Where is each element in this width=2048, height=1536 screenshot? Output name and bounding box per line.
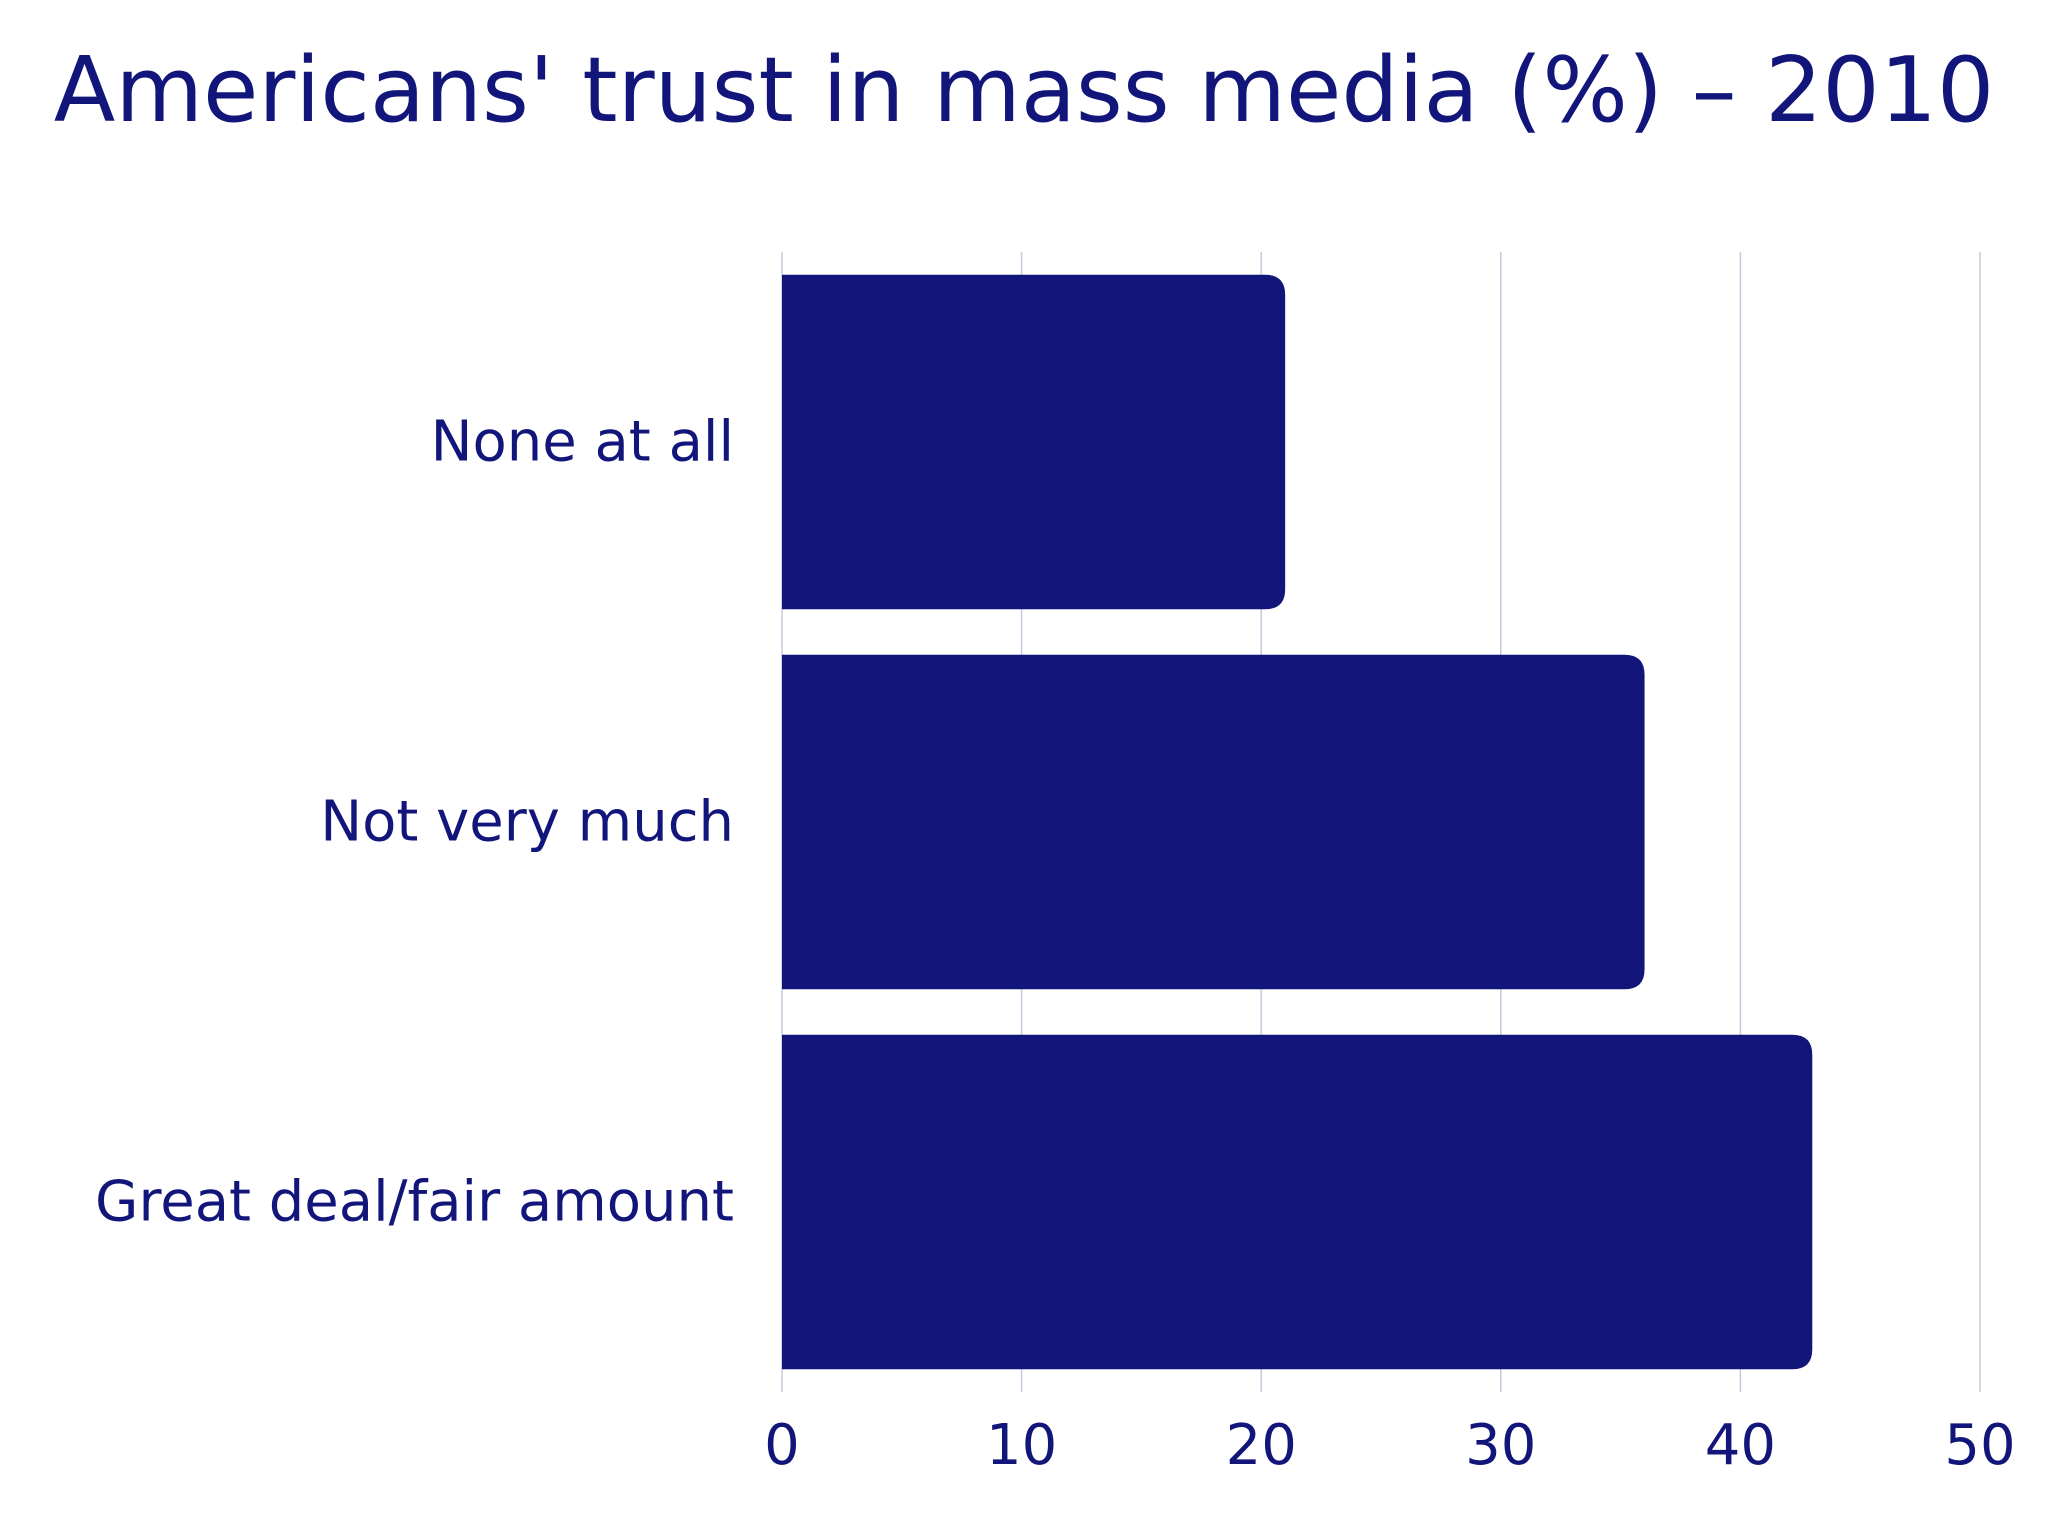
x-tick-labels: 0 10 20 30 40 50 xyxy=(764,1413,2015,1478)
x-tick-label: 40 xyxy=(1705,1413,1776,1478)
x-tick-label: 0 xyxy=(764,1413,800,1478)
bar-great-deal-fair-amount xyxy=(782,1034,1813,1370)
bar-not-very-much xyxy=(782,654,1645,990)
category-label: Great deal/fair amount xyxy=(95,1170,734,1235)
x-tick-label: 50 xyxy=(1944,1413,2015,1478)
x-tick-label: 10 xyxy=(986,1413,1057,1478)
category-label: None at all xyxy=(431,410,734,475)
chart-title: Americans' trust in mass media (%) – 201… xyxy=(53,38,1995,143)
bar-none-at-all xyxy=(782,274,1286,610)
x-tick-label: 30 xyxy=(1465,1413,1536,1478)
category-label: Not very much xyxy=(320,790,734,855)
category-labels: None at all Not very much Great deal/fair … xyxy=(95,410,734,1235)
x-tick-label: 20 xyxy=(1226,1413,1297,1478)
bars xyxy=(782,274,1813,1370)
